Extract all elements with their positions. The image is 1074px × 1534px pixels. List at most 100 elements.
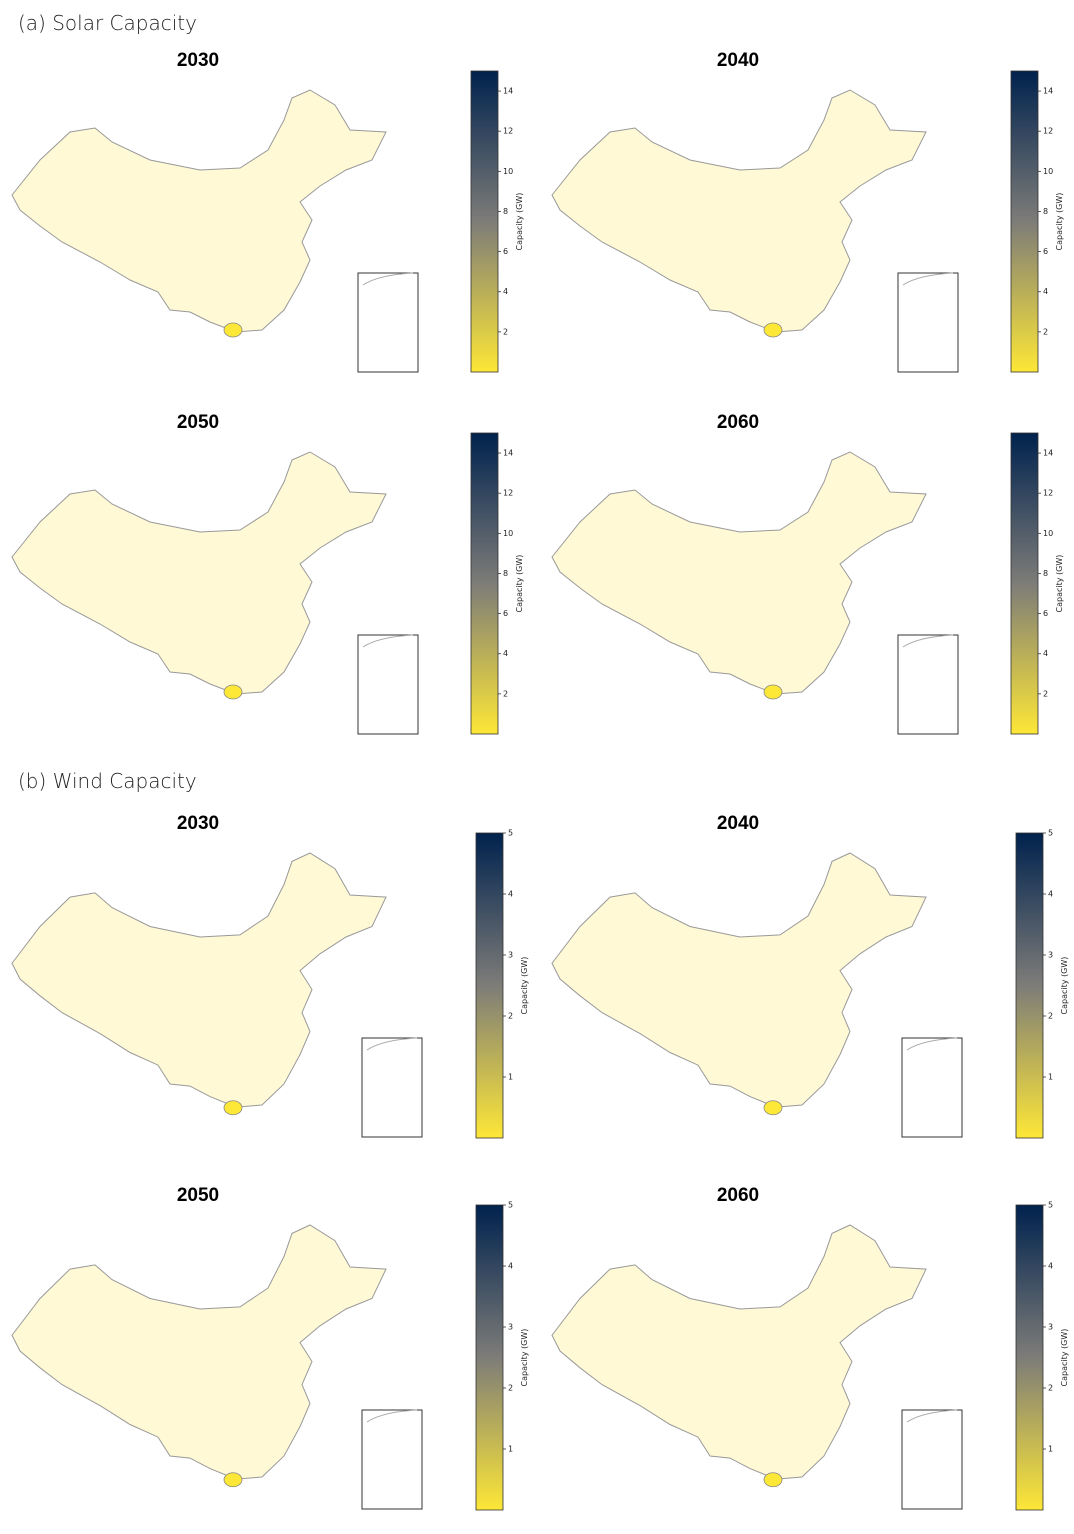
country-outline — [12, 1225, 386, 1479]
colorbar-tick-label: 4 — [508, 890, 513, 899]
colorbar-tick-label: 10 — [1043, 529, 1053, 538]
inset-coast — [903, 635, 953, 647]
inset-frame — [358, 635, 418, 734]
colorbar-tick-label: 3 — [1048, 951, 1053, 960]
colorbar — [476, 1205, 503, 1510]
colorbar — [1011, 433, 1038, 734]
colorbar-tick-label: 4 — [1043, 287, 1048, 296]
country-outline — [12, 853, 386, 1107]
colorbar-tick-label: 1 — [508, 1445, 513, 1454]
panel-title: 2040 — [717, 50, 759, 71]
inset-frame — [898, 273, 958, 372]
colorbar — [471, 433, 498, 734]
inset-coast — [367, 1410, 417, 1422]
colorbar-tick-label: 8 — [503, 207, 508, 216]
panel-title: 2060 — [717, 412, 759, 433]
colorbar-tick-label: 1 — [1048, 1445, 1053, 1454]
country-outline — [552, 90, 926, 332]
colorbar-tick-label: 2 — [508, 1012, 513, 1021]
island — [224, 323, 242, 337]
country-outline — [552, 1225, 926, 1479]
colorbar-tick-label: 14 — [1043, 449, 1053, 458]
colorbar-tick-label: 6 — [503, 247, 508, 256]
colorbar — [471, 71, 498, 372]
colorbar-tick-label: 6 — [1043, 247, 1048, 256]
colorbar-tick-label: 5 — [508, 829, 513, 838]
colorbar-tick-label: 12 — [1043, 127, 1053, 136]
island — [224, 685, 242, 699]
panel-title: 2040 — [717, 813, 759, 834]
country-outline — [12, 452, 386, 694]
colorbar-tick-label: 8 — [1043, 569, 1048, 578]
colorbar-tick-label: 4 — [1043, 649, 1048, 658]
inset-coast — [367, 1038, 417, 1050]
island — [764, 1473, 782, 1487]
colorbar-tick-label: 2 — [503, 327, 508, 336]
colorbar-tick-label: 2 — [503, 689, 508, 698]
country-outline — [552, 452, 926, 694]
island — [764, 323, 782, 337]
colorbar-tick-label: 14 — [503, 87, 513, 96]
colorbar-tick-label: 3 — [508, 951, 513, 960]
colorbar-label: Capacity (GW) — [1060, 957, 1069, 1015]
inset-coast — [903, 273, 953, 285]
colorbar-label: Capacity (GW) — [515, 555, 524, 613]
colorbar-tick-label: 8 — [1043, 207, 1048, 216]
colorbar-tick-label: 4 — [503, 649, 508, 658]
colorbar-tick-label: 8 — [503, 569, 508, 578]
colorbar-tick-label: 12 — [1043, 489, 1053, 498]
figure: (a) Solar Capacity (b) Wind Capacity 203… — [0, 0, 1074, 1534]
colorbar-tick-label: 2 — [1043, 327, 1048, 336]
colorbar-tick-label: 2 — [1048, 1012, 1053, 1021]
inset-coast — [363, 273, 413, 285]
colorbar — [1016, 1205, 1043, 1510]
map-panel: 2040 2 4 6 8 10 12 14 Capacity (GW) — [552, 50, 1064, 372]
colorbar — [1011, 71, 1038, 372]
colorbar-tick-label: 14 — [1043, 87, 1053, 96]
colorbar-tick-label: 4 — [1048, 890, 1053, 899]
panel-title: 2050 — [177, 412, 219, 433]
inset-frame — [902, 1410, 962, 1509]
map-panel: 2050 2 4 6 8 10 12 14 Capacity (GW) — [12, 412, 524, 734]
colorbar-tick-label: 3 — [1048, 1323, 1053, 1332]
colorbar-tick-label: 2 — [508, 1384, 513, 1393]
country-outline — [552, 853, 926, 1107]
inset-frame — [362, 1410, 422, 1509]
colorbar-tick-label: 10 — [503, 529, 513, 538]
colorbar-tick-label: 5 — [508, 1201, 513, 1210]
colorbar-tick-label: 1 — [1048, 1073, 1053, 1082]
panel-title: 2050 — [177, 1185, 219, 1206]
colorbar-tick-label: 10 — [503, 167, 513, 176]
inset-frame — [362, 1038, 422, 1137]
inset-frame — [902, 1038, 962, 1137]
colorbar-label: Capacity (GW) — [1055, 193, 1064, 251]
colorbar-tick-label: 10 — [1043, 167, 1053, 176]
colorbar-tick-label: 4 — [508, 1262, 513, 1271]
panel-title: 2030 — [177, 813, 219, 834]
colorbar-label: Capacity (GW) — [515, 193, 524, 251]
section-title: (a) Solar Capacity — [18, 11, 197, 35]
colorbar-tick-label: 5 — [1048, 1201, 1053, 1210]
section-title: (b) Wind Capacity — [18, 769, 197, 793]
island — [764, 685, 782, 699]
colorbar-tick-label: 12 — [503, 127, 513, 136]
colorbar-tick-label: 4 — [1048, 1262, 1053, 1271]
inset-frame — [898, 635, 958, 734]
colorbar-tick-label: 6 — [503, 609, 508, 618]
colorbar-tick-label: 2 — [1043, 689, 1048, 698]
panel-title: 2060 — [717, 1185, 759, 1206]
colorbar-label: Capacity (GW) — [1060, 1329, 1069, 1387]
colorbar-tick-label: 12 — [503, 489, 513, 498]
colorbar-tick-label: 14 — [503, 449, 513, 458]
colorbar-label: Capacity (GW) — [520, 957, 529, 1015]
inset-coast — [907, 1038, 957, 1050]
island — [224, 1101, 242, 1115]
colorbar — [476, 833, 503, 1138]
map-panel: 2060 1 2 3 4 5 Capacity (GW) — [552, 1185, 1069, 1510]
island — [764, 1101, 782, 1115]
colorbar-tick-label: 2 — [1048, 1384, 1053, 1393]
